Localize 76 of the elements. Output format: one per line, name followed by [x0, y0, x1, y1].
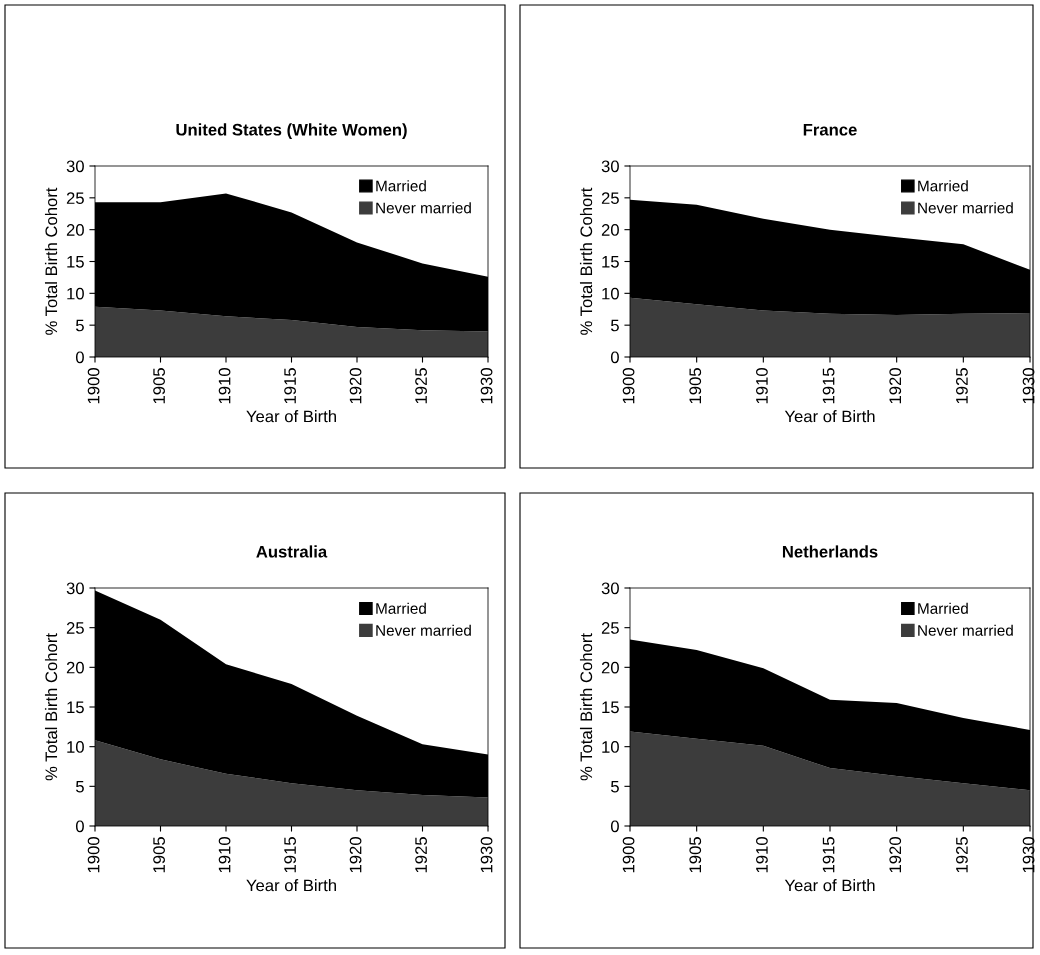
x-axis-title: Year of Birth [246, 410, 336, 423]
legend-label: Never married [376, 202, 471, 214]
y-tick-label: 30 [601, 160, 619, 173]
x-tick-label: 1900 [622, 368, 635, 404]
legend-label: Never married [376, 624, 471, 636]
legend-label: Never married [918, 202, 1013, 214]
y-tick-label: 15 [602, 256, 619, 268]
x-tick-label: 1925 [415, 368, 427, 404]
x-tick-label: 1900 [87, 837, 100, 873]
x-tick-label: 1920 [349, 368, 362, 404]
y-tick-label: 10 [67, 287, 84, 300]
y-tick-label: 5 [610, 319, 619, 332]
y-tick-label: 20 [601, 224, 619, 236]
x-tick-label: 1915 [284, 368, 296, 404]
x-tick-label: 1930 [1022, 368, 1035, 404]
x-tick-label: 1930 [480, 368, 493, 404]
x-axis-title: Year of Birth [784, 410, 875, 423]
y-axis-title: % Total Birth Cohort [44, 633, 58, 781]
x-tick-label: 1910 [218, 368, 231, 404]
y-tick-label: 30 [66, 160, 84, 173]
x-tick-label: 1905 [153, 837, 165, 873]
y-tick-label: 10 [67, 741, 84, 753]
y-axis-title: % Total Birth Cohort [579, 633, 593, 781]
y-tick-label: 30 [601, 582, 619, 595]
y-tick-label: 30 [66, 582, 84, 595]
x-tick-label: 1915 [822, 368, 835, 404]
x-axis-title: Year of Birth [246, 879, 336, 892]
y-tick-label: 25 [66, 622, 84, 634]
y-axis-title: % Total Birth Cohort [44, 187, 58, 335]
legend-label: Married [376, 180, 426, 192]
x-tick-label: 1915 [284, 837, 296, 873]
y-tick-label: 10 [602, 741, 619, 753]
x-tick-label: 1915 [822, 837, 835, 873]
y-tick-label: 20 [66, 224, 84, 236]
chart-title: Netherlands [782, 545, 878, 558]
x-tick-label: 1910 [756, 368, 768, 404]
y-tick-label: 25 [601, 192, 619, 205]
y-tick-label: 25 [66, 192, 84, 205]
y-tick-label: 10 [602, 287, 619, 300]
legend-label: Never married [918, 624, 1013, 636]
x-tick-label: 1920 [889, 837, 902, 873]
x-tick-label: 1905 [153, 368, 165, 404]
chart-title: Australia [256, 545, 328, 558]
x-tick-label: 1910 [756, 837, 768, 873]
x-tick-label: 1920 [889, 368, 902, 404]
y-tick-label: 0 [75, 820, 84, 833]
x-tick-label: 1930 [1022, 837, 1035, 873]
x-tick-label: 1920 [349, 837, 362, 873]
legend-label: Married [376, 602, 426, 614]
x-tick-label: 1900 [622, 837, 635, 873]
x-tick-label: 1930 [480, 837, 493, 873]
x-tick-label: 1900 [87, 368, 100, 404]
y-tick-label: 20 [66, 661, 84, 674]
chart-title: France [803, 123, 857, 136]
x-tick-label: 1925 [956, 368, 968, 404]
y-tick-label: 15 [602, 701, 619, 714]
x-tick-label: 1905 [689, 368, 702, 404]
x-tick-label: 1905 [689, 837, 702, 873]
x-tick-label: 1925 [415, 837, 427, 873]
y-tick-label: 15 [67, 701, 84, 714]
y-tick-label: 20 [601, 661, 619, 674]
y-tick-label: 5 [75, 319, 84, 332]
x-axis-title: Year of Birth [784, 879, 875, 892]
legend-label: Married [918, 180, 968, 192]
y-tick-label: 0 [75, 351, 84, 364]
x-tick-label: 1925 [956, 837, 968, 873]
y-tick-label: 25 [601, 622, 619, 634]
y-tick-label: 15 [67, 256, 84, 268]
x-tick-label: 1910 [218, 837, 231, 873]
chart-title: United States (White Women) [176, 123, 407, 139]
y-tick-label: 0 [610, 820, 619, 833]
y-axis-title: % Total Birth Cohort [579, 187, 593, 335]
legend-label: Married [918, 602, 968, 614]
y-tick-label: 5 [75, 780, 84, 793]
y-tick-label: 0 [610, 351, 619, 364]
y-tick-label: 5 [610, 780, 619, 793]
